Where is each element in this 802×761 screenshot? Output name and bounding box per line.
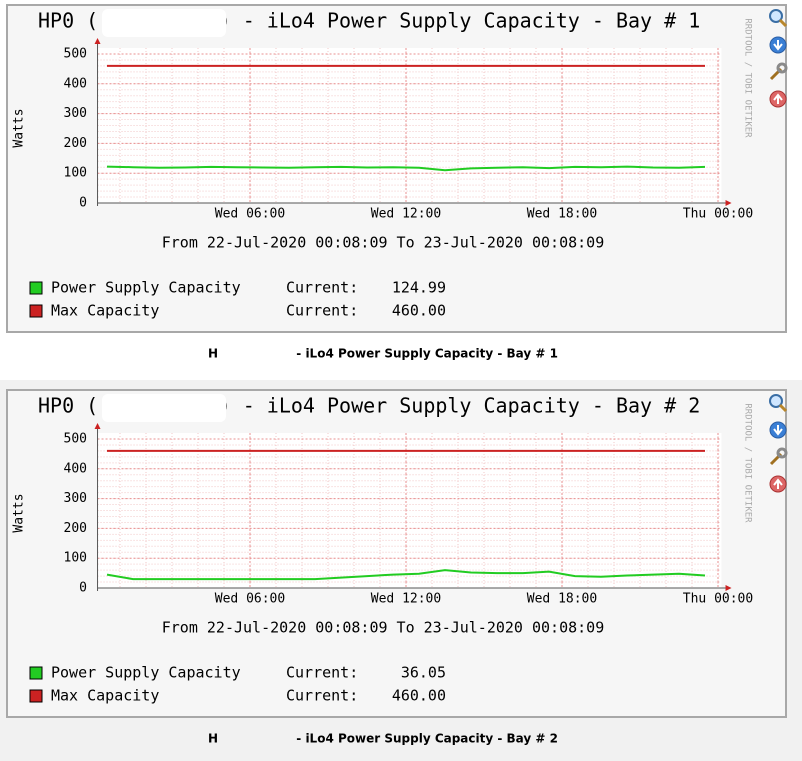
y-tick-label: 300 (64, 106, 87, 121)
redaction (102, 9, 226, 37)
x-tick-label: Thu 00:00 (683, 207, 753, 222)
legend-label: Power Supply Capacity (51, 279, 241, 297)
y-tick-label: 500 (64, 47, 87, 62)
download-icon[interactable] (769, 36, 787, 54)
x-tick-label: Wed 06:00 (215, 207, 285, 222)
redaction (102, 394, 226, 422)
axis-arrow (725, 200, 732, 206)
y-axis-label: Watts (12, 493, 27, 532)
y-tick-label: 200 (64, 521, 87, 536)
legend-current-value: 36.05 (401, 664, 446, 682)
legend-current-value: 124.99 (392, 279, 446, 297)
settings-icon[interactable] (769, 447, 788, 466)
icon-part (778, 403, 788, 413)
legend-current-label: Current: (286, 664, 358, 682)
legend-current-label: Current: (286, 302, 358, 320)
redaction (218, 345, 296, 363)
x-tick-label: Thu 00:00 (683, 592, 753, 607)
y-axis-label: Watts (12, 108, 27, 147)
x-tick-label: Wed 12:00 (371, 592, 441, 607)
axis-arrow (725, 585, 732, 591)
icon-part (776, 447, 788, 459)
y-tick-label: 0 (79, 196, 87, 211)
y-tick-label: 500 (64, 432, 87, 447)
icon-part (773, 40, 783, 51)
icon-part (769, 9, 783, 23)
y-tick-label: 400 (64, 76, 87, 91)
redaction (218, 730, 296, 748)
legend-swatch (29, 281, 43, 295)
up-icon[interactable] (769, 90, 787, 108)
legend-current-value: 460.00 (392, 302, 446, 320)
icon-part (778, 18, 788, 28)
legend-current-label: Current: (286, 687, 358, 705)
legend-swatch (29, 304, 43, 318)
x-tick-label: Wed 06:00 (215, 592, 285, 607)
icon-part (773, 425, 783, 436)
legend-swatch (29, 666, 43, 680)
period-label: From 22-Jul-2020 00:08:09 To 23-Jul-2020… (162, 234, 605, 252)
up-icon[interactable] (769, 475, 787, 493)
legend-swatch (29, 689, 43, 703)
y-tick-label: 200 (64, 136, 87, 151)
icon-part (773, 93, 783, 104)
y-tick-label: 0 (79, 581, 87, 596)
settings-icon[interactable] (769, 62, 788, 81)
legend-current-value: 460.00 (392, 687, 446, 705)
y-tick-label: 100 (64, 166, 87, 181)
icon-part (769, 394, 783, 408)
download-icon[interactable] (769, 421, 787, 439)
watermark: RRDTOOL / TOBI OETIKER (743, 18, 753, 138)
legend-label: Max Capacity (51, 687, 159, 705)
x-tick-label: Wed 12:00 (371, 207, 441, 222)
series-line (106, 569, 706, 581)
y-tick-label: 300 (64, 491, 87, 506)
zoom-icon[interactable] (769, 394, 788, 413)
series-line (106, 165, 706, 172)
x-tick-label: Wed 18:00 (527, 592, 597, 607)
axis-arrow (94, 423, 101, 429)
icon-part (773, 478, 783, 489)
legend-current-label: Current: (286, 279, 358, 297)
period-label: From 22-Jul-2020 00:08:09 To 23-Jul-2020… (162, 619, 605, 637)
legend-label: Max Capacity (51, 302, 159, 320)
zoom-icon[interactable] (769, 9, 788, 28)
watermark: RRDTOOL / TOBI OETIKER (743, 403, 753, 523)
x-tick-label: Wed 18:00 (527, 207, 597, 222)
axis-arrow (94, 38, 101, 44)
icon-part (776, 62, 788, 74)
y-tick-label: 400 (64, 461, 87, 476)
y-tick-label: 100 (64, 551, 87, 566)
legend-label: Power Supply Capacity (51, 664, 241, 682)
